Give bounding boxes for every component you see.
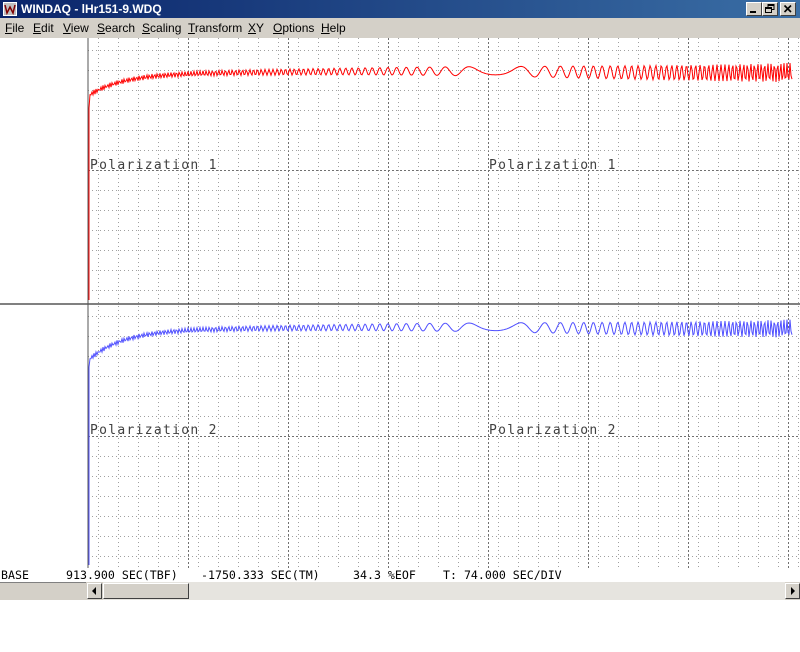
- scroll-thumb[interactable]: [103, 583, 189, 599]
- menu-edit[interactable]: Edit: [33, 21, 54, 35]
- grid: [88, 38, 800, 568]
- scroll-right-button[interactable]: [785, 583, 800, 599]
- status-eof: 34.3 %EOF: [353, 568, 416, 582]
- menu-bar: File Edit View Search Scaling Transform …: [0, 18, 800, 38]
- status-tm: -1750.333 SEC(TM): [201, 568, 320, 582]
- restore-button[interactable]: [762, 2, 778, 16]
- status-bar: BASE 913.900 SEC(TBF) -1750.333 SEC(TM) …: [0, 568, 800, 582]
- minimize-button[interactable]: [746, 2, 762, 16]
- status-tbf: 913.900 SEC(TBF): [66, 568, 178, 582]
- title-bar[interactable]: WINDAQ - lHr151-9.WDQ: [0, 0, 800, 18]
- close-button[interactable]: [780, 2, 796, 16]
- minimize-icon: [750, 11, 756, 13]
- menu-view[interactable]: View: [63, 21, 89, 35]
- channel-1-trace: [88, 62, 793, 300]
- scroll-left-button[interactable]: [87, 583, 102, 599]
- channel-2-label-right: Polarization 2: [489, 423, 617, 438]
- close-icon: [783, 4, 792, 13]
- horizontal-scrollbar[interactable]: [0, 582, 800, 600]
- channel-2-trace: [88, 319, 793, 565]
- menu-search[interactable]: Search: [97, 21, 136, 35]
- waveform-display[interactable]: Polarization 1 Polarization 1 Polarizati…: [0, 38, 800, 568]
- arrow-right-icon: [791, 587, 795, 595]
- channel-2-label-left: Polarization 2: [90, 423, 218, 438]
- windaq-logo-icon[interactable]: [3, 2, 17, 16]
- restore-icon: [765, 4, 775, 13]
- channel-1-label-right: Polarization 1: [489, 158, 617, 173]
- menu-transform[interactable]: Transform: [188, 21, 243, 35]
- status-time-per-div: T: 74.000 SEC/DIV: [443, 568, 562, 582]
- menu-help[interactable]: Help: [321, 21, 346, 35]
- arrow-left-icon: [92, 587, 96, 595]
- status-mode: BASE: [1, 568, 29, 582]
- menu-options[interactable]: Options: [273, 21, 315, 35]
- channel-1-label-left: Polarization 1: [90, 158, 218, 173]
- window-title: WINDAQ - lHr151-9.WDQ: [21, 2, 162, 16]
- scroll-track[interactable]: [103, 582, 785, 600]
- menu-scaling[interactable]: Scaling: [142, 21, 182, 35]
- scrollbar-divider: [0, 582, 86, 583]
- menu-file[interactable]: File: [5, 21, 25, 35]
- menu-xy[interactable]: XY: [248, 21, 265, 35]
